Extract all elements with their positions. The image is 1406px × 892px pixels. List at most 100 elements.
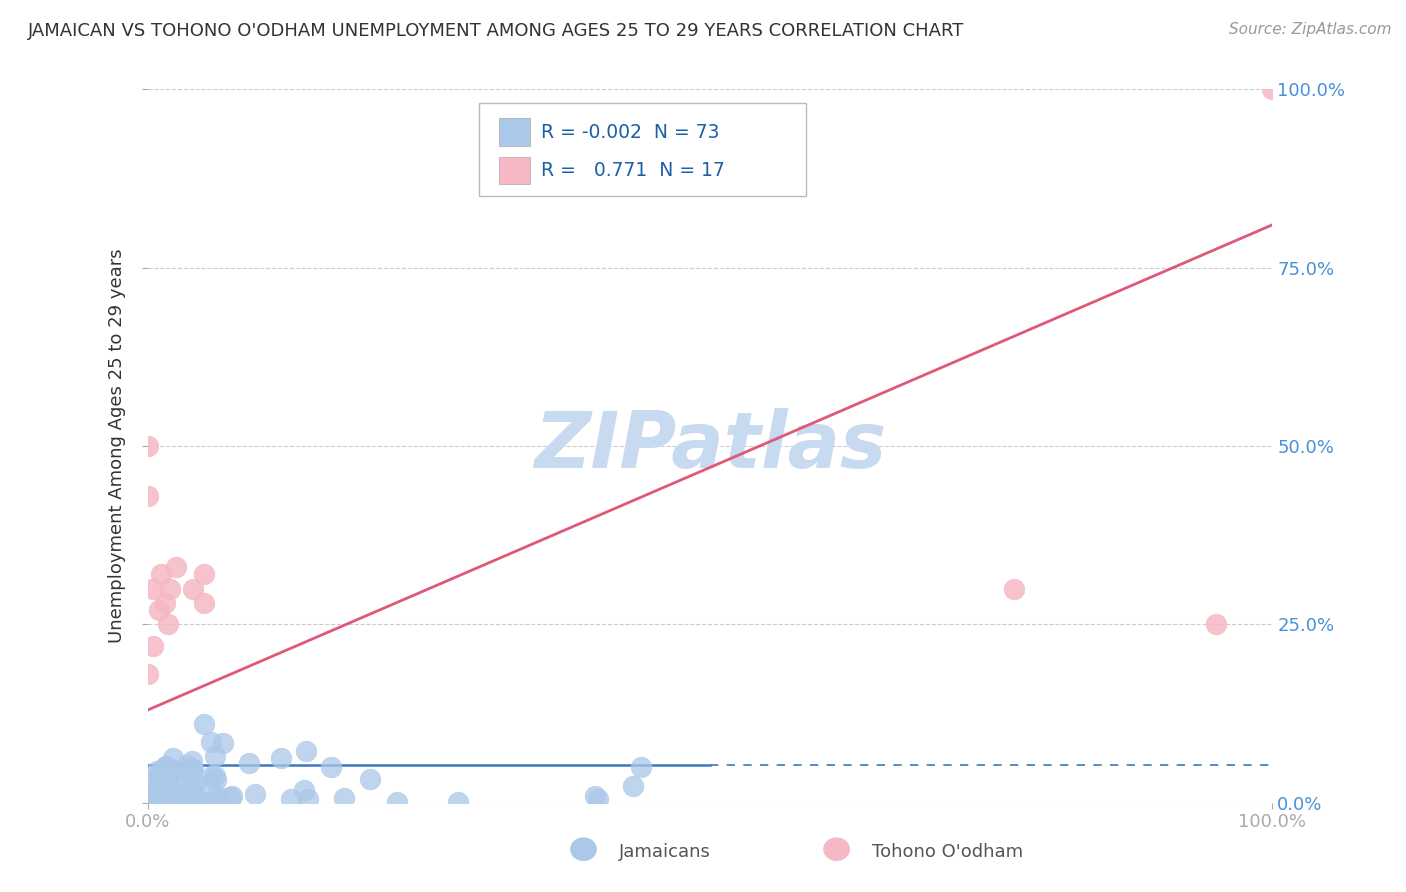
Text: Tohono O'odham: Tohono O'odham [872,843,1022,861]
Point [201,769,224,783]
Point [204,749,226,764]
Point [204,769,226,783]
Point [136,667,159,681]
Text: JAMAICAN VS TOHONO O'ODHAM UNEMPLOYMENT AMONG AGES 25 TO 29 YEARS CORRELATION CH: JAMAICAN VS TOHONO O'ODHAM UNEMPLOYMENT … [28,22,965,40]
Point [198,795,221,809]
Point [162,777,184,791]
Point [1002,582,1025,596]
Point [180,793,202,807]
Point [297,792,319,806]
Text: R = -0.002  N = 73: R = -0.002 N = 73 [541,122,720,142]
Point [177,793,200,807]
Text: R =   0.771  N = 17: R = 0.771 N = 17 [541,161,725,180]
Point [193,716,215,731]
Point [143,782,166,797]
Point [142,639,165,653]
Point [155,776,177,790]
Point [183,762,205,776]
Point [447,795,470,809]
Point [148,603,170,617]
Point [280,792,302,806]
Point [180,762,202,776]
Point [621,779,644,793]
Point [270,751,292,765]
Point [1261,82,1284,96]
Point [153,781,176,796]
Point [156,783,179,797]
Point [136,439,159,453]
Point [359,772,381,787]
Point [181,582,204,596]
Point [179,766,201,780]
Point [169,764,191,778]
Point [148,782,170,797]
Point [630,760,652,774]
Point [141,792,163,806]
Point [212,736,235,750]
Point [193,567,215,582]
Point [153,761,176,775]
Point [143,772,166,786]
Point [321,760,343,774]
Point [177,784,200,798]
Point [176,758,198,772]
Point [142,582,165,596]
Point [160,795,183,809]
Point [138,795,160,809]
Point [586,792,609,806]
Point [156,788,179,802]
Point [292,783,315,797]
Point [207,789,229,803]
Point [294,744,316,758]
Point [183,776,205,790]
Point [204,772,226,787]
Point [143,784,166,798]
Point [187,796,209,810]
Point [139,782,162,797]
Point [200,735,222,749]
Point [332,791,354,805]
Point [145,784,167,798]
Point [155,760,177,774]
Point [238,756,260,770]
Point [159,582,181,596]
Point [243,787,266,801]
Point [156,617,179,632]
Text: ZIPatlas: ZIPatlas [534,408,886,484]
Point [146,764,169,778]
Point [150,780,173,794]
Point [181,763,204,777]
Point [583,789,606,803]
Point [188,780,211,794]
Point [155,759,177,773]
Y-axis label: Unemployment Among Ages 25 to 29 years: Unemployment Among Ages 25 to 29 years [108,249,127,643]
Point [184,790,207,805]
Point [173,792,195,806]
Point [138,782,160,797]
Point [219,790,242,805]
FancyBboxPatch shape [499,157,530,184]
Text: Jamaicans: Jamaicans [619,843,710,861]
Point [193,596,215,610]
Point [167,786,190,800]
Point [157,788,180,802]
Point [138,792,160,806]
Point [149,768,172,782]
Point [1205,617,1227,632]
Point [136,489,159,503]
Text: Source: ZipAtlas.com: Source: ZipAtlas.com [1229,22,1392,37]
Point [162,751,184,765]
Point [159,762,181,776]
Point [165,560,187,574]
Point [150,567,173,582]
Point [153,596,176,610]
Point [145,779,167,793]
Point [149,765,172,780]
Point [176,794,198,808]
FancyBboxPatch shape [499,119,530,145]
Point [181,754,204,768]
Point [157,772,180,787]
Point [221,789,243,803]
Point [387,795,409,809]
FancyBboxPatch shape [479,103,806,196]
